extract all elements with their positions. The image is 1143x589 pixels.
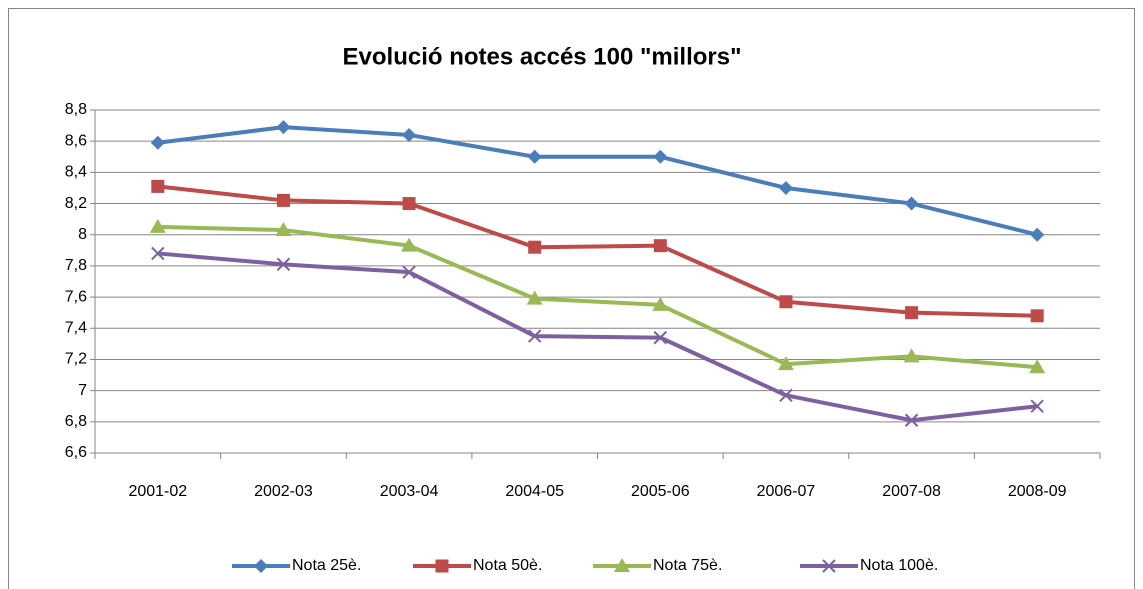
data-point	[778, 180, 793, 195]
x-tick-label: 2006-07	[757, 483, 816, 500]
series-line	[157, 125, 1038, 237]
y-tick-label: 7,6	[65, 288, 87, 305]
data-point	[904, 196, 919, 211]
data-point	[653, 239, 667, 253]
data-point	[904, 413, 919, 427]
y-tick-label: 6,6	[65, 444, 87, 461]
y-tick-label: 8,2	[65, 195, 87, 212]
chart-title: Evolució notes accés 100 "millors"	[343, 43, 742, 70]
data-point	[903, 348, 920, 363]
data-point	[779, 388, 793, 403]
x-tick-label: 2005-06	[631, 483, 690, 500]
data-point	[777, 356, 794, 371]
data-point	[653, 330, 668, 345]
data-point	[1030, 227, 1045, 242]
data-point	[402, 197, 416, 211]
x-tick-label: 2004-05	[505, 483, 564, 500]
data-point	[276, 257, 291, 272]
data-point	[149, 218, 166, 233]
data-point	[779, 295, 793, 309]
data-point	[1030, 309, 1044, 323]
data-point	[401, 237, 418, 252]
y-tick-label: 7,8	[65, 257, 87, 274]
legend-label: Nota 100è.	[860, 557, 938, 574]
y-tick-label: 8,6	[65, 132, 87, 149]
data-point	[276, 193, 290, 207]
data-point	[275, 222, 292, 237]
x-tick-label: 2008-09	[1008, 483, 1067, 500]
x-tick-label: 2001-02	[128, 483, 187, 500]
data-point	[653, 149, 668, 164]
data-point	[905, 306, 919, 320]
data-point	[528, 240, 542, 254]
legend-label: Nota 50è.	[473, 557, 542, 574]
data-point	[151, 179, 165, 193]
y-tick-label: 8,8	[65, 101, 87, 118]
legend-label: Nota 75è.	[653, 557, 722, 574]
data-point	[527, 149, 542, 164]
data-point	[151, 246, 165, 261]
legend-label: Nota 25è.	[292, 557, 361, 574]
x-tick-label: 2002-03	[254, 483, 313, 500]
x-tick-label: 2003-04	[380, 483, 439, 500]
data-point	[527, 329, 542, 343]
legend-marker	[435, 559, 449, 573]
y-tick-label: 7,2	[65, 351, 87, 368]
data-point	[1029, 359, 1046, 374]
y-tick-label: 7	[78, 382, 87, 399]
y-tick-label: 8	[78, 226, 87, 243]
data-point	[402, 265, 416, 279]
data-point	[276, 120, 291, 135]
data-point	[526, 290, 543, 305]
y-tick-label: 6,8	[65, 413, 87, 430]
legend-marker	[254, 559, 268, 573]
data-point	[652, 296, 669, 311]
y-tick-label: 8,4	[65, 164, 87, 181]
data-point	[150, 135, 165, 150]
series-line	[157, 184, 1038, 318]
series-line	[157, 251, 1038, 423]
series-line	[157, 224, 1038, 370]
data-point	[1030, 399, 1044, 413]
y-tick-label: 7,4	[65, 319, 87, 336]
legend-marker	[614, 558, 630, 572]
x-tick-label: 2007-08	[882, 483, 941, 500]
legend-marker	[822, 559, 836, 573]
data-point	[402, 127, 417, 142]
